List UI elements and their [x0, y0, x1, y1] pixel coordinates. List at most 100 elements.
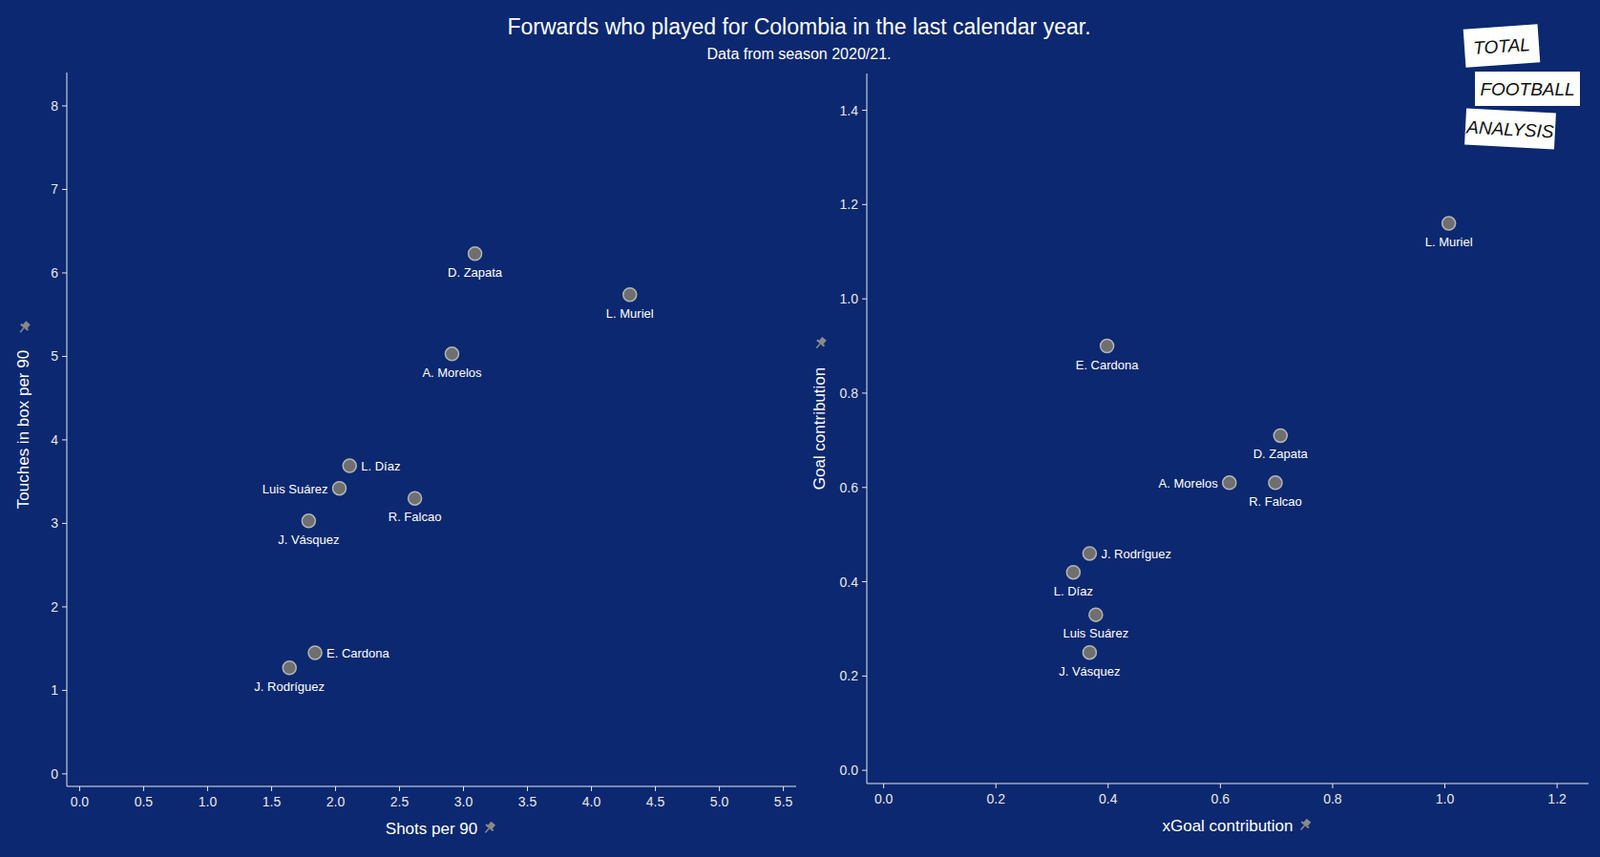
y-tick-label: 5 [50, 348, 59, 364]
y-tick-label: 0 [50, 766, 59, 782]
y-tick [62, 189, 67, 190]
y-tick-label: 1.2 [840, 196, 860, 212]
point-label: Luis Suárez [262, 482, 329, 497]
x-tick-label: 2.5 [390, 794, 410, 810]
x-tick [995, 783, 997, 789]
x-tick [590, 786, 592, 792]
point-label: E. Cardona [1075, 357, 1140, 373]
x-tick [883, 783, 885, 789]
y-tick [862, 770, 867, 772]
x-tick [782, 786, 784, 792]
logo-block: ANALYSIS [1464, 108, 1557, 150]
point-label: J. Rodríguez [253, 679, 325, 695]
y-tick-label: 0.4 [840, 574, 860, 590]
pin-icon [1297, 817, 1313, 833]
y-tick [62, 356, 67, 358]
point [1089, 608, 1103, 622]
y-tick-label: 4 [50, 432, 59, 448]
x-tick-label: 0.5 [134, 794, 154, 810]
point [623, 288, 637, 302]
point-label: L. Díaz [1053, 584, 1094, 599]
y-tick [62, 523, 67, 525]
point-label: R. Falcao [1248, 494, 1303, 509]
chart-root: Forwards who played for Colombia in the … [0, 0, 1600, 857]
x-tick [79, 786, 81, 792]
y-tick [862, 581, 867, 583]
x-tick-label: 4.0 [582, 794, 602, 810]
point-label: L. Muriel [1425, 234, 1474, 250]
point-label: E. Cardona [326, 646, 391, 661]
y-tick-label: 3 [50, 515, 59, 531]
x-tick [399, 786, 400, 792]
point [308, 646, 322, 660]
points [282, 247, 637, 675]
y-axis-label: Goal contribution [810, 367, 829, 491]
x-tick-label: 0.0 [70, 794, 90, 810]
x-tick [335, 786, 337, 792]
y-tick [62, 105, 67, 106]
point-labels: L. Muriel E. Cardona D. Zapata A. Morelos R.… [1053, 234, 1474, 679]
x-tick [654, 786, 656, 792]
y-tick-label: 7 [50, 181, 59, 197]
x-tick-label: 0.8 [1323, 791, 1343, 807]
title: Forwards who played for Colombia in the … [506, 14, 1091, 40]
point [301, 514, 316, 528]
logo-text: FOOTBALL [1479, 79, 1575, 100]
points [1066, 216, 1455, 660]
x-tick [1331, 783, 1333, 789]
plot: 0.00.20.40.60.81.01.20.00.20.40.60.81.01… [810, 73, 1589, 836]
point [342, 459, 357, 473]
y-tick-label: 0.0 [840, 762, 860, 779]
y-axis [66, 72, 68, 787]
x-tick-label: 3.0 [454, 794, 474, 810]
x-tick-label: 1.5 [262, 794, 282, 810]
point-label: D. Zapata [447, 265, 504, 280]
logo-box [1474, 71, 1580, 106]
logo-box [1463, 23, 1541, 67]
point-label: A. Morelos [1158, 476, 1220, 491]
x-tick-label: 3.5 [518, 794, 538, 810]
y-tick-label: 1.0 [840, 291, 860, 307]
x-axis [866, 783, 1589, 785]
x-tick-label: 5.5 [774, 794, 794, 810]
y-tick [862, 109, 867, 111]
background [0, 0, 1600, 857]
x-tick [718, 786, 720, 792]
point-label: D. Zapata [1253, 446, 1309, 462]
point-label: J. Rodríguez [1100, 547, 1172, 562]
point [332, 482, 346, 496]
subtitle: Data from season 2020/21. [706, 45, 891, 63]
point [1066, 566, 1080, 580]
x-tick [207, 786, 209, 792]
point [282, 661, 296, 675]
pin-needle [20, 328, 24, 334]
y-tick-label: 6 [50, 265, 59, 281]
point [1082, 547, 1096, 561]
logo-block: TOTAL [1463, 23, 1541, 67]
y-tick [62, 690, 67, 692]
point [1268, 476, 1283, 490]
point-labels: D. ZapataL. MurielA. MorelosL. DíazLuis … [253, 265, 653, 695]
x-tick-label: 1.0 [1435, 791, 1455, 807]
logo-box [1464, 108, 1557, 150]
point-label: J. Vásquez [1058, 664, 1120, 679]
x-tick-label: 0.2 [986, 791, 1006, 807]
pin-needle [1301, 825, 1306, 831]
y-tick-label: 0.2 [840, 668, 860, 684]
point-label: J. Vásquez [277, 532, 339, 548]
x-tick [1107, 783, 1109, 789]
logo-text: ANALYSIS [1465, 117, 1555, 143]
x-tick [271, 786, 273, 792]
x-tick [1557, 783, 1558, 789]
point [1273, 428, 1287, 443]
y-axis [866, 73, 868, 784]
x-tick-label: 4.5 [646, 794, 666, 810]
x-tick [526, 786, 528, 792]
pin-icon [16, 319, 32, 336]
x-axis-label: xGoal contribution [1161, 817, 1293, 836]
y-tick-label: 2 [50, 599, 59, 615]
y-tick-label: 0.8 [840, 385, 860, 401]
point [1442, 216, 1456, 231]
point [1082, 646, 1096, 660]
x-tick-label: 0.4 [1098, 791, 1118, 807]
